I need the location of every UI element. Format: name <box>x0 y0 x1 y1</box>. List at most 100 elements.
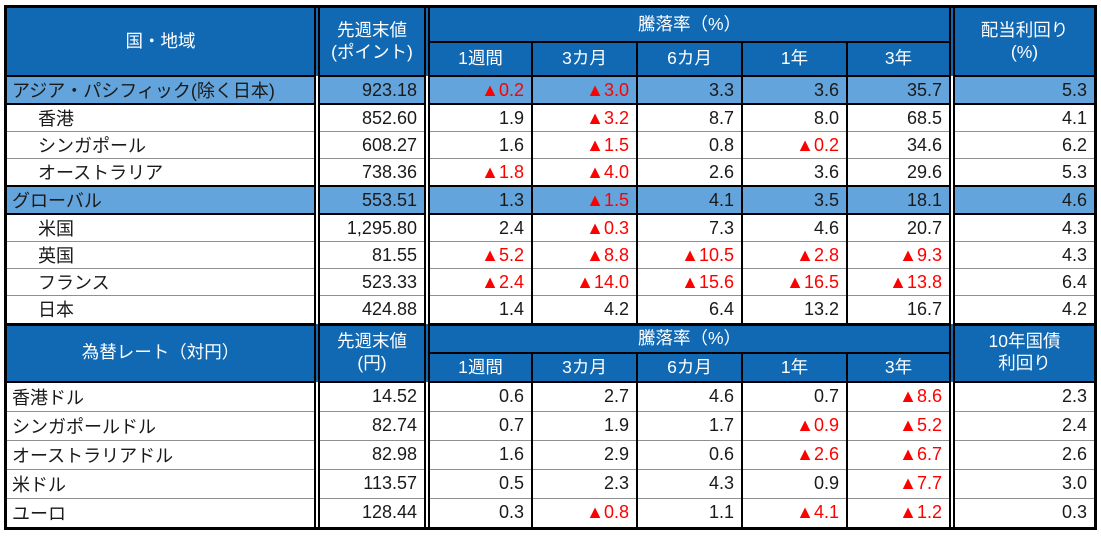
change-6month-cell: 0.6 <box>636 439 742 469</box>
col-header-1week: 1週間 <box>424 42 532 77</box>
row-label: フランス <box>7 268 317 296</box>
row-label: オーストラリアドル <box>7 439 317 469</box>
col-header-dividend-yield-line1: 配当利回り <box>980 19 1069 40</box>
change-3year-cell: ▲5.2 <box>846 410 952 440</box>
change-3month-cell: ▲4.0 <box>531 158 637 186</box>
yield-cell: 4.1 <box>949 103 1094 132</box>
change-3year-cell: 35.7 <box>846 75 952 105</box>
table-row: 香港 852.60 1.9 ▲3.2 8.7 8.0 68.5 4.1 <box>7 103 1094 132</box>
change-1week-cell: 1.6 <box>424 439 532 469</box>
change-6month-cell: ▲15.6 <box>636 268 742 296</box>
change-1year-cell: ▲0.2 <box>741 131 847 159</box>
change-3month-cell: 2.7 <box>531 382 637 411</box>
table-row: フランス 523.33 ▲2.4 ▲14.0 ▲15.6 ▲16.5 ▲13.8 6.4 <box>7 268 1094 296</box>
change-6month-cell: 6.4 <box>636 295 742 323</box>
change-1week-cell: 1.4 <box>424 295 532 323</box>
change-3month-cell: ▲0.3 <box>531 213 637 242</box>
col-header-10y-govt-bond-yield-line2: 利回り <box>998 353 1051 374</box>
row-label: 日本 <box>7 295 317 323</box>
yield-cell: 2.3 <box>949 382 1094 411</box>
yield-cell: 2.6 <box>949 439 1094 469</box>
col-header-3month: 3カ月 <box>531 353 637 383</box>
change-1year-cell: ▲2.8 <box>741 241 847 269</box>
col-header-3year: 3年 <box>846 42 952 77</box>
col-header-1year: 1年 <box>741 353 847 383</box>
row-label: シンガポールドル <box>7 410 317 440</box>
change-1year-cell: 0.9 <box>741 468 847 498</box>
change-1week-cell: ▲2.4 <box>424 268 532 296</box>
change-1year-cell: 3.6 <box>741 158 847 186</box>
change-6month-cell: 4.6 <box>636 382 742 411</box>
col-header-10y-govt-bond-yield: 10年国債 利回り <box>949 324 1094 383</box>
table-row: 米国 1,295.80 2.4 ▲0.3 7.3 4.6 20.7 4.3 <box>7 213 1094 242</box>
change-6month-cell: 0.8 <box>636 131 742 159</box>
col-header-dividend-yield-line2: (%) <box>1010 41 1039 62</box>
change-6month-cell: 4.3 <box>636 468 742 498</box>
yield-cell: 4.3 <box>949 241 1094 269</box>
change-1year-cell: 3.6 <box>741 75 847 105</box>
table-row: ユーロ 128.44 0.3 ▲0.8 1.1 ▲4.1 ▲1.2 0.3 <box>7 497 1094 527</box>
col-header-1year: 1年 <box>741 42 847 77</box>
change-6month-cell: 1.1 <box>636 497 742 527</box>
change-6month-cell: 4.1 <box>636 185 742 215</box>
table-row: シンガポールドル 82.74 0.7 1.9 1.7 ▲0.9 ▲5.2 2.4 <box>7 410 1094 440</box>
yield-cell: 0.3 <box>949 497 1094 527</box>
col-header-last-week-value: 先週末値 (円) <box>314 324 427 383</box>
row-label: 香港ドル <box>7 382 317 411</box>
col-header-1week: 1週間 <box>424 353 532 383</box>
row-label: シンガポール <box>7 131 317 159</box>
change-3year-cell: ▲1.2 <box>846 497 952 527</box>
row-label: 米ドル <box>7 468 317 498</box>
table-row: オーストラリア 738.36 ▲1.8 ▲4.0 2.6 3.6 29.6 5.3 <box>7 158 1094 186</box>
col-header-6month: 6カ月 <box>636 42 742 77</box>
col-header-10y-govt-bond-yield-line1: 10年国債 <box>988 331 1061 352</box>
change-6month-cell: 8.7 <box>636 103 742 132</box>
header-row-2: 1週間 3カ月 6カ月 1年 3年 <box>7 353 1094 383</box>
yield-cell: 4.6 <box>949 185 1094 215</box>
change-3month-cell: ▲8.8 <box>531 241 637 269</box>
row-label: 英国 <box>7 241 317 269</box>
change-1year-cell: 8.0 <box>741 103 847 132</box>
col-header-last-week-value: 先週末値 (ポイント) <box>314 8 427 77</box>
yield-cell: 6.2 <box>949 131 1094 159</box>
change-3month-cell: ▲14.0 <box>531 268 637 296</box>
header-row-1: 為替レート（対円） 先週末値 (円) 騰落率（%） 10年国債 利回り <box>7 324 1094 383</box>
change-1year-cell: 0.7 <box>741 382 847 411</box>
table-row: アジア・パシフィック(除く日本) 923.18 ▲0.2 ▲3.0 3.3 3.6 35.7… <box>7 75 1094 105</box>
change-1week-cell: ▲1.8 <box>424 158 532 186</box>
change-3month-cell: 1.9 <box>531 410 637 440</box>
change-3year-cell: ▲13.8 <box>846 268 952 296</box>
table-row: 米ドル 113.57 0.5 2.3 4.3 0.9 ▲7.7 3.0 <box>7 468 1094 498</box>
change-6month-cell: 7.3 <box>636 213 742 242</box>
col-header-last-week-value-line1: 先週末値 <box>337 331 407 352</box>
change-1week-cell: 2.4 <box>424 213 532 242</box>
change-1week-cell: ▲5.2 <box>424 241 532 269</box>
change-3month-cell: ▲0.8 <box>531 497 637 527</box>
table-row: シンガポール 608.27 1.6 ▲1.5 0.8 ▲0.2 34.6 6.2 <box>7 131 1094 159</box>
yield-cell: 5.3 <box>949 75 1094 105</box>
col-header-6month: 6カ月 <box>636 353 742 383</box>
change-1year-cell: ▲16.5 <box>741 268 847 296</box>
yield-cell: 4.2 <box>949 295 1094 323</box>
change-3year-cell: 16.7 <box>846 295 952 323</box>
header-row-2: 1週間 3カ月 6カ月 1年 3年 <box>7 42 1094 77</box>
col-header-region: 国・地域 <box>7 8 317 77</box>
value-cell: 608.27 <box>314 131 427 159</box>
change-3year-cell: 68.5 <box>846 103 952 132</box>
value-cell: 128.44 <box>314 497 427 527</box>
value-cell: 82.74 <box>314 410 427 440</box>
row-label: 米国 <box>7 213 317 242</box>
yield-cell: 3.0 <box>949 468 1094 498</box>
value-cell: 852.60 <box>314 103 427 132</box>
value-cell: 923.18 <box>314 75 427 105</box>
value-cell: 553.51 <box>314 185 427 215</box>
change-1year-cell: 13.2 <box>741 295 847 323</box>
change-1week-cell: 0.7 <box>424 410 532 440</box>
change-1week-cell: 1.3 <box>424 185 532 215</box>
change-6month-cell: ▲10.5 <box>636 241 742 269</box>
yield-cell: 5.3 <box>949 158 1094 186</box>
value-cell: 82.98 <box>314 439 427 469</box>
value-cell: 424.88 <box>314 295 427 323</box>
yield-cell: 4.3 <box>949 213 1094 242</box>
table-row: 香港ドル 14.52 0.6 2.7 4.6 0.7 ▲8.6 2.3 <box>7 382 1094 411</box>
